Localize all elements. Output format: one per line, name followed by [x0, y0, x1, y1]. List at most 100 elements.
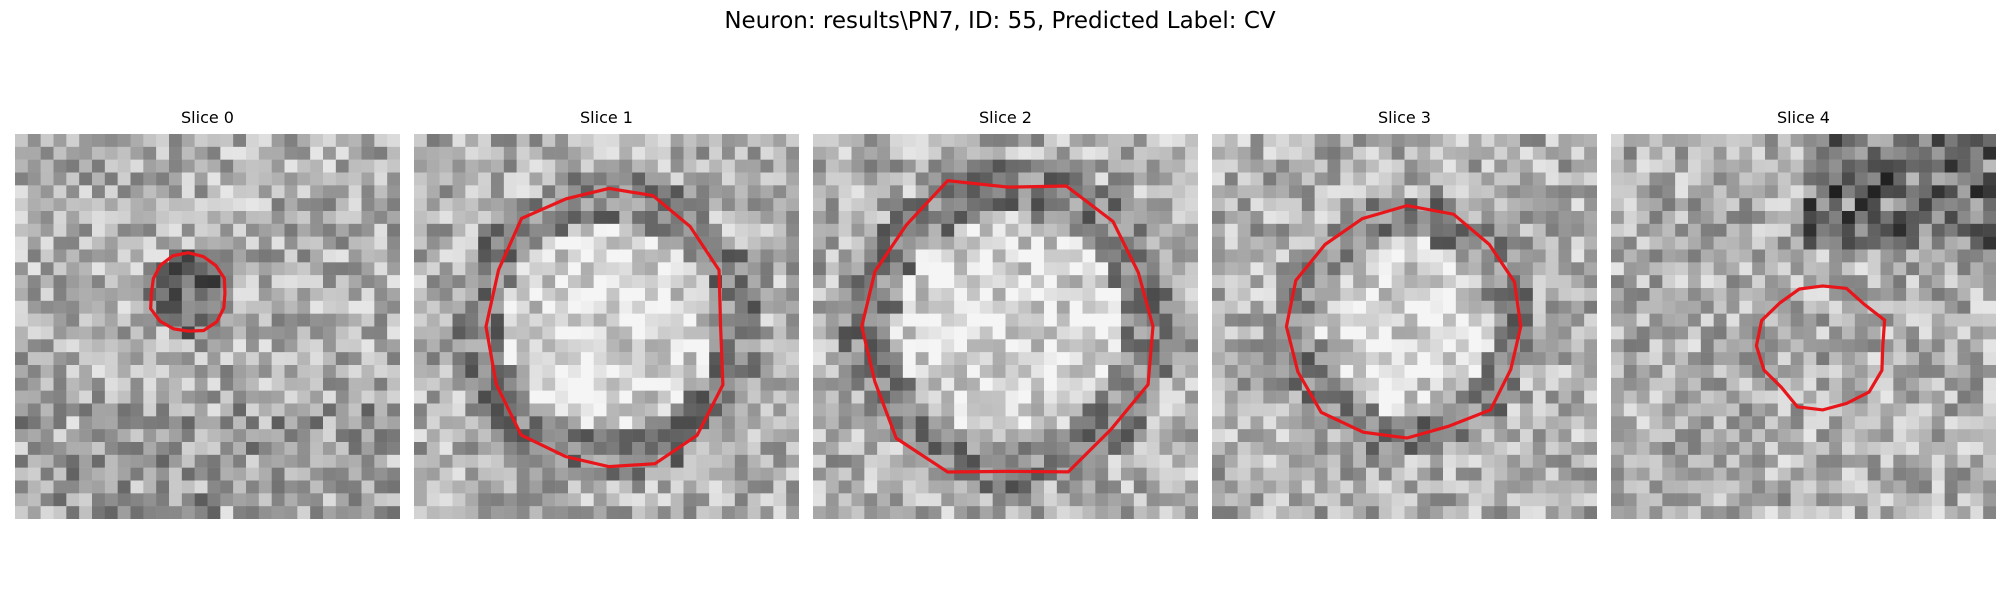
image-pixel [426, 236, 440, 250]
image-pixel [1611, 377, 1625, 391]
image-pixel [915, 185, 929, 199]
image-pixel [1391, 288, 1405, 302]
image-pixel [1829, 313, 1843, 327]
image-pixel [1867, 146, 1881, 160]
image-pixel [478, 390, 492, 404]
image-pixel [1906, 454, 1920, 468]
image-pixel [1623, 377, 1637, 391]
image-pixel [104, 365, 118, 379]
image-pixel [1172, 352, 1186, 366]
image-pixel [902, 403, 916, 417]
image-pixel [734, 211, 748, 225]
image-pixel [1507, 134, 1521, 148]
image-pixel [156, 159, 170, 173]
image-pixel [568, 262, 582, 276]
image-pixel [1790, 223, 1804, 237]
image-pixel [1172, 172, 1186, 186]
image-pixel [181, 377, 195, 391]
image-pixel [1688, 403, 1702, 417]
image-pixel [414, 339, 428, 353]
image-pixel [568, 480, 582, 494]
image-pixel [220, 454, 234, 468]
image-pixel [92, 506, 106, 519]
image-pixel [1237, 493, 1251, 507]
image-pixel [1532, 390, 1546, 404]
image-pixel [104, 467, 118, 481]
image-pixel [1571, 211, 1585, 225]
image-pixel [1957, 134, 1971, 148]
image-pixel [657, 313, 671, 327]
image-pixel [1455, 365, 1469, 379]
image-pixel [516, 223, 530, 237]
image-pixel [1481, 326, 1495, 340]
image-pixel [310, 403, 324, 417]
image-pixel [1803, 249, 1817, 263]
image-pixel [1545, 442, 1559, 456]
image-pixel [529, 275, 543, 289]
image-pixel [1404, 211, 1418, 225]
image-pixel [1739, 416, 1753, 430]
slice-image [1611, 134, 1996, 519]
image-pixel [1314, 416, 1328, 430]
image-pixel [374, 377, 388, 391]
image-pixel [374, 454, 388, 468]
image-pixel [606, 288, 620, 302]
image-pixel [1649, 377, 1663, 391]
image-pixel [760, 134, 774, 148]
image-pixel [773, 159, 787, 173]
image-pixel [1069, 454, 1083, 468]
image-pixel [1726, 249, 1740, 263]
image-pixel [387, 249, 400, 263]
image-pixel [348, 262, 362, 276]
image-pixel [1031, 185, 1045, 199]
image-pixel [1185, 429, 1198, 443]
image-pixel [1803, 198, 1817, 212]
image-pixel [1649, 313, 1663, 327]
image-pixel [1250, 493, 1264, 507]
image-pixel [670, 159, 684, 173]
image-pixel [1983, 416, 1996, 430]
image-pixel [890, 467, 904, 481]
image-pixel [104, 313, 118, 327]
image-pixel [374, 211, 388, 225]
image-pixel [207, 223, 221, 237]
slice-image [813, 134, 1198, 519]
image-pixel [568, 390, 582, 404]
image-pixel [747, 249, 761, 263]
image-pixel [864, 134, 878, 148]
image-pixel [1854, 211, 1868, 225]
image-pixel [1082, 352, 1096, 366]
image-pixel [220, 339, 234, 353]
image-pixel [181, 185, 195, 199]
image-pixel [233, 480, 247, 494]
image-pixel [1340, 313, 1354, 327]
image-pixel [1417, 146, 1431, 160]
image-pixel [297, 377, 311, 391]
image-pixel [1507, 146, 1521, 160]
image-pixel [1558, 416, 1572, 430]
image-pixel [1675, 326, 1689, 340]
image-pixel [1353, 493, 1367, 507]
image-pixel [181, 480, 195, 494]
image-pixel [143, 185, 157, 199]
image-pixel [1159, 249, 1173, 263]
image-pixel [1532, 403, 1546, 417]
image-pixel [1739, 159, 1753, 173]
image-pixel [1545, 211, 1559, 225]
image-pixel [786, 352, 799, 366]
image-pixel [657, 159, 671, 173]
image-pixel [1906, 377, 1920, 391]
image-pixel [452, 211, 466, 225]
image-pixel [1520, 429, 1534, 443]
image-pixel [1018, 339, 1032, 353]
image-pixel [104, 211, 118, 225]
image-pixel [1404, 377, 1418, 391]
image-pixel [297, 454, 311, 468]
image-pixel [452, 377, 466, 391]
image-pixel [1468, 493, 1482, 507]
image-pixel [169, 454, 183, 468]
image-pixel [1044, 454, 1058, 468]
image-pixel [465, 198, 479, 212]
image-pixel [169, 300, 183, 314]
image-pixel [645, 262, 659, 276]
